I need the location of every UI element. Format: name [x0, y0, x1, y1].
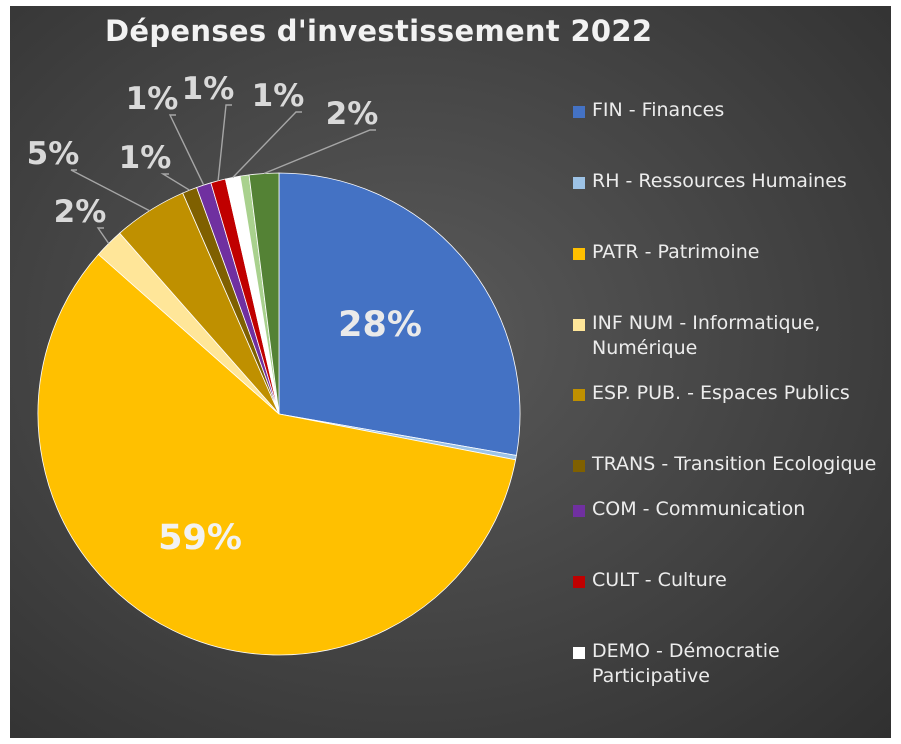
legend-label: FIN - Finances: [592, 99, 725, 121]
legend-label: ESP. PUB. - Espaces Publics: [592, 382, 850, 404]
legend-label: DEMO - Démocratie Participative: [592, 640, 780, 687]
legend-swatch: [573, 460, 585, 472]
legend-label: INF NUM - Informatique, Numérique: [592, 312, 821, 359]
legend-label: RH - Ressources Humaines: [592, 170, 847, 192]
legend-label: PATR - Patrimoine: [592, 241, 760, 263]
legend-item: ESP. PUB. - Espaces Publics: [573, 381, 883, 406]
pie-slice-patr-patrimoine: [37, 253, 517, 656]
pie-slice-fin-finances: [278, 172, 521, 456]
data-label: 2%: [326, 96, 379, 132]
legend-swatch: [573, 505, 585, 517]
leader-line: [232, 111, 302, 178]
legend-label: CULT - Culture: [592, 569, 727, 591]
data-label: 28%: [338, 305, 422, 345]
chart-area: Dépenses d'investissement 2022 28% 59% 2% 5…: [10, 6, 891, 738]
legend-item: DEMO - Démocratie Participative: [573, 639, 883, 689]
leader-line: [160, 173, 190, 191]
leader-line: [70, 169, 150, 212]
legend-item: INF NUM - Informatique, Numérique: [573, 311, 883, 361]
legend-swatch: [573, 106, 585, 118]
data-label: 1%: [126, 81, 179, 117]
legend-swatch: [573, 647, 585, 659]
leader-line: [96, 227, 110, 244]
legend-item: COM - Communication: [573, 497, 883, 522]
chart-title: Dépenses d'investissement 2022: [105, 14, 653, 48]
legend-swatch: [573, 576, 585, 588]
data-label: 59%: [158, 518, 242, 558]
data-label: 1%: [252, 78, 305, 114]
legend-swatch: [573, 248, 585, 260]
leader-line: [217, 104, 232, 181]
leader-line: [263, 129, 376, 175]
data-label: 5%: [27, 136, 80, 172]
legend: FIN - Finances RH - Ressources Humaines PA…: [573, 98, 883, 689]
legend-label: COM - Communication: [592, 498, 806, 520]
legend-swatch: [573, 177, 585, 189]
legend-item: PATR - Patrimoine: [573, 240, 883, 265]
data-label: 1%: [182, 71, 235, 107]
data-label: 1%: [119, 140, 172, 176]
legend-swatch: [573, 319, 585, 331]
legend-item: FIN - Finances: [573, 98, 883, 123]
data-label: 2%: [54, 194, 107, 230]
legend-swatch: [573, 389, 585, 401]
pie-chart: 28%59%2%5% 1%1% 1% 1% 2%: [27, 71, 521, 656]
legend-item: RH - Ressources Humaines: [573, 169, 883, 194]
legend-item: CULT - Culture: [573, 568, 883, 593]
legend-label: TRANS - Transition Ecologique: [592, 453, 877, 475]
leader-line: [168, 114, 205, 186]
legend-item: TRANS - Transition Ecologique: [573, 452, 883, 477]
